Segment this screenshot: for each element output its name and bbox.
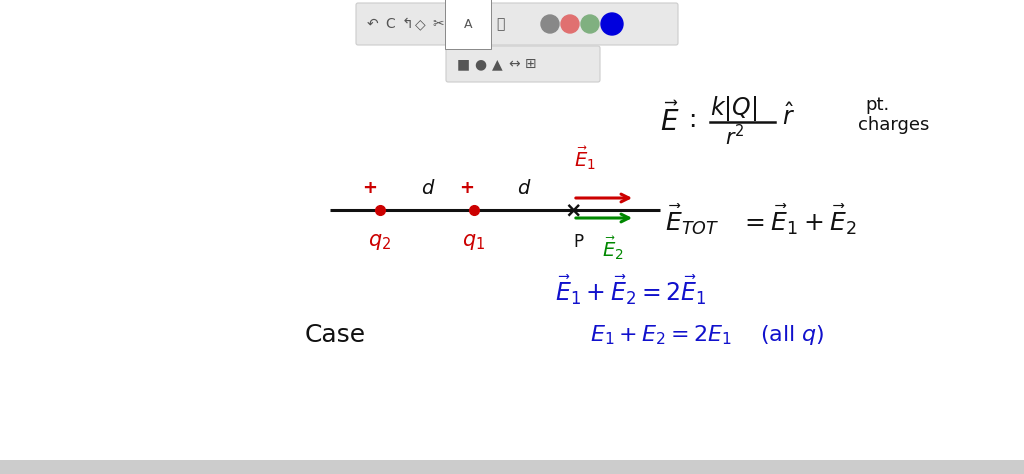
Text: $\vec{E}$: $\vec{E}$: [660, 103, 680, 137]
Text: pt.: pt.: [865, 96, 889, 114]
Text: ✂: ✂: [432, 17, 443, 31]
Text: $q_1$: $q_1$: [463, 232, 485, 252]
Text: $q_2$: $q_2$: [369, 232, 391, 252]
Text: +: +: [362, 179, 378, 197]
FancyBboxPatch shape: [356, 3, 678, 45]
Text: $k|Q|$: $k|Q|$: [710, 93, 757, 122]
Text: $\hat{r}$: $\hat{r}$: [782, 104, 795, 130]
Text: A: A: [463, 17, 473, 31]
Text: ▲: ▲: [492, 57, 503, 71]
Text: C: C: [385, 17, 395, 31]
Text: A: A: [464, 18, 472, 30]
Text: Case: Case: [305, 323, 367, 347]
Text: ↶: ↶: [367, 17, 378, 31]
Text: +: +: [460, 179, 474, 197]
Text: d: d: [421, 179, 433, 198]
Text: ⛰: ⛰: [496, 17, 504, 31]
Text: d: d: [517, 179, 529, 198]
Circle shape: [581, 15, 599, 33]
Text: $E_1+E_2=2E_1$: $E_1+E_2=2E_1$: [590, 323, 732, 347]
Text: $= \vec{E}_1+\vec{E}_2$: $= \vec{E}_1+\vec{E}_2$: [740, 203, 857, 237]
Text: ⊞: ⊞: [525, 57, 537, 71]
Text: $\vec{E}_1$: $\vec{E}_1$: [574, 144, 596, 172]
Text: ⊡: ⊡: [478, 17, 489, 31]
Text: charges: charges: [858, 116, 930, 134]
Text: ■: ■: [457, 57, 470, 71]
Circle shape: [601, 13, 623, 35]
Text: (all $q$): (all $q$): [760, 323, 824, 347]
Text: ×: ×: [564, 200, 582, 220]
Circle shape: [541, 15, 559, 33]
Text: P: P: [573, 233, 583, 251]
Text: /: /: [452, 17, 457, 31]
FancyBboxPatch shape: [446, 46, 600, 82]
Text: $r^2$: $r^2$: [725, 124, 744, 150]
Text: ◇: ◇: [415, 17, 425, 31]
Text: ●: ●: [474, 57, 486, 71]
Text: $\vec{E}_{TOT}$: $\vec{E}_{TOT}$: [665, 203, 719, 237]
Bar: [0, 460, 1024, 474]
Text: $\vec{E}_2$: $\vec{E}_2$: [602, 234, 624, 262]
Text: :: :: [688, 108, 696, 132]
Text: ↰: ↰: [401, 17, 413, 31]
Circle shape: [561, 15, 579, 33]
Text: $\vec{E}_1+\vec{E}_2= 2\vec{E}_1$: $\vec{E}_1+\vec{E}_2= 2\vec{E}_1$: [555, 273, 707, 307]
Text: ↔: ↔: [508, 57, 520, 71]
